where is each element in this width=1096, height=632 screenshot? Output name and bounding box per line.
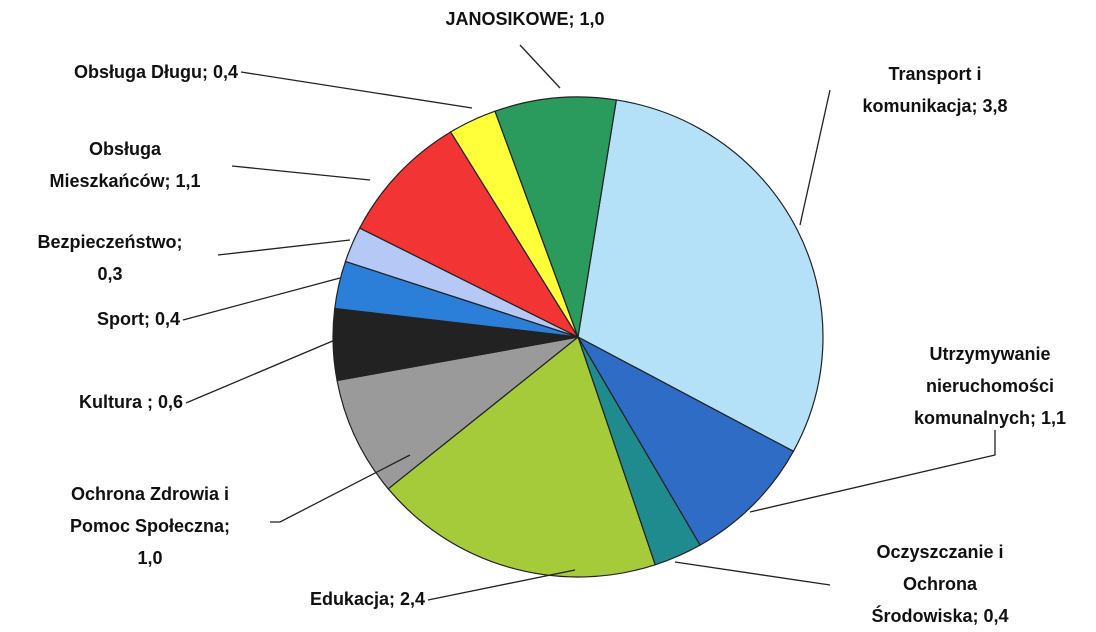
data-label: Bezpieczeństwo; <box>37 232 182 252</box>
pie-slice <box>576 335 795 546</box>
data-label: Mieszkańców; 1,1 <box>49 171 200 191</box>
data-label: 0,3 <box>97 264 122 284</box>
data-label: Utrzymywanie <box>929 344 1050 364</box>
data-label: JANOSIKOWE; 1,0 <box>445 9 604 29</box>
leader-line <box>799 89 831 226</box>
pie-slice <box>358 131 580 339</box>
leader-line <box>231 165 371 181</box>
pie-slice <box>387 335 656 578</box>
data-label: komunikacja; 3,8 <box>862 96 1007 116</box>
data-label: Sport; 0,4 <box>97 309 180 329</box>
leader-line <box>519 44 561 89</box>
data-label: nieruchomości <box>926 376 1054 396</box>
data-label: Kultura ; 0,6 <box>79 392 183 412</box>
leader-line <box>427 569 576 601</box>
leader-line <box>182 277 341 321</box>
data-label: komunalnych; 1,1 <box>914 408 1066 428</box>
pie-slice <box>494 96 618 340</box>
data-label: 1,0 <box>137 548 162 568</box>
data-label: Oczyszczanie i <box>876 542 1003 562</box>
leader-line <box>217 239 351 256</box>
data-label: Obsługa <box>89 139 162 159</box>
data-label: Edukacja; 2,4 <box>310 589 425 609</box>
data-label: Ochrona Zdrowia i <box>71 484 229 504</box>
leader-line <box>185 339 336 404</box>
data-label: Transport i <box>888 64 981 84</box>
leader-line <box>270 454 411 523</box>
leader-line <box>240 71 473 109</box>
data-label: Pomoc Społeczna; <box>70 516 230 536</box>
pie-slice <box>336 336 579 490</box>
pie-slice <box>577 99 824 453</box>
data-label: Ochrona <box>903 574 978 594</box>
leader-line <box>749 430 996 513</box>
data-label: Środowiska; 0,4 <box>871 605 1008 626</box>
leader-line <box>674 561 831 586</box>
data-label: Obsługa Długu; 0,4 <box>74 62 238 82</box>
